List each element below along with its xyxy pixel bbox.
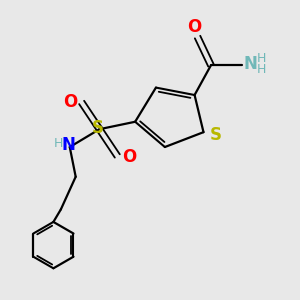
Text: H: H <box>257 63 266 76</box>
Text: N: N <box>244 55 257 73</box>
Text: O: O <box>188 18 202 36</box>
Text: N: N <box>61 136 75 154</box>
Text: O: O <box>122 148 136 166</box>
Text: O: O <box>63 93 77 111</box>
Text: H: H <box>54 137 63 150</box>
Text: S: S <box>209 125 221 143</box>
Text: S: S <box>92 119 104 137</box>
Text: H: H <box>257 52 266 65</box>
